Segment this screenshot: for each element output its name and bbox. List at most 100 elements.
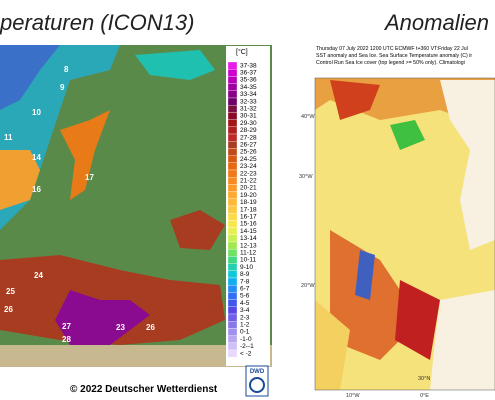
legend-swatch: [227, 263, 238, 271]
legend-swatch: [227, 148, 238, 156]
legend-label: < -2: [240, 350, 252, 357]
legend-swatch: [227, 119, 238, 127]
legend: 37-3836-3735-3634-3533-3432-3331-3230-31…: [227, 61, 257, 358]
legend-swatch: [227, 234, 238, 243]
legend-label: 2-3: [240, 314, 250, 321]
legend-label: 32-33: [240, 98, 257, 105]
right-title: Anomalien: [383, 10, 489, 35]
axis-label: 0°E: [420, 393, 429, 399]
map-label: 11: [4, 133, 13, 142]
legend-label: 13-14: [240, 235, 257, 242]
legend-swatch: [227, 349, 238, 358]
legend-label: -2--1: [240, 343, 254, 350]
map-label: 25: [6, 287, 15, 296]
legend-label: 5-6: [240, 293, 250, 300]
legend-swatch: [227, 249, 238, 257]
legend-swatch: [227, 270, 238, 279]
legend-swatch: [227, 256, 238, 264]
map-label: 27: [62, 322, 71, 331]
map-label: 16: [32, 185, 41, 194]
legend-label: 18-19: [240, 199, 257, 206]
legend-swatch: [227, 227, 238, 235]
legend-label: 19-20: [240, 192, 257, 199]
legend-swatch: [227, 76, 238, 84]
legend-label: 29-30: [240, 120, 257, 127]
legend-label: 33-34: [240, 91, 257, 98]
left-map: 6 8 9 10 11 14 16 17 24 25 26 27 28 23 2…: [0, 38, 272, 367]
legend-label: 30-31: [240, 113, 257, 120]
legend-swatch: [227, 112, 238, 120]
legend-label: 1-2: [240, 322, 250, 329]
legend-swatch: [227, 205, 238, 214]
legend-label: 26-27: [240, 142, 257, 149]
legend-swatch: [227, 169, 238, 178]
legend-swatch: [227, 342, 238, 351]
legend-label: -1-0: [240, 336, 252, 343]
legend-swatch: [227, 321, 238, 329]
legend-swatch: [227, 292, 238, 300]
legend-swatch: [227, 306, 238, 315]
legend-swatch: [227, 198, 238, 207]
legend-swatch: [227, 328, 238, 336]
legend-label: 24-25: [240, 156, 257, 163]
legend-swatch: [227, 97, 238, 106]
legend-swatch: [227, 141, 238, 149]
logo-text: DWD: [250, 369, 265, 375]
legend-label: 11-12: [240, 250, 257, 257]
right-map: Thursday 07 July 2022 1200 UTC ECMWF t+3…: [299, 45, 495, 400]
legend-swatch: [227, 133, 238, 142]
legend-label: 3-4: [240, 307, 250, 314]
map-label: 9: [60, 83, 65, 92]
legend-label: 23-24: [240, 163, 257, 170]
legend-swatch: [227, 313, 238, 322]
legend-label: 35-36: [240, 77, 257, 84]
legend-label: 22-23: [240, 170, 257, 177]
legend-label: 20-21: [240, 185, 257, 192]
header-line: SST anomaly and Sea Ice. Sea Surface Tem…: [316, 53, 472, 59]
map-label: 24: [34, 271, 43, 280]
legend-label: 16-17: [240, 214, 257, 221]
legend-label: 15-16: [240, 221, 257, 228]
legend-label: 9-10: [240, 264, 253, 271]
logo: DWD: [245, 365, 269, 397]
legend-swatch: [227, 191, 238, 199]
legend-label: 28-29: [240, 127, 257, 134]
legend-swatch: [227, 241, 238, 250]
map-labels: 6 8 9 10 11 14 16 17 24 25 26 27 28 23 2…: [4, 38, 155, 344]
legend-swatch: [227, 220, 238, 228]
legend-swatch: [227, 83, 238, 91]
header-line: Thursday 07 July 2022 1200 UTC ECMWF t+3…: [316, 46, 468, 52]
axis-label: 40°W: [301, 114, 315, 120]
legend-label: 8-9: [240, 271, 250, 278]
legend-label: 27-28: [240, 134, 257, 141]
map-label: 17: [85, 173, 94, 182]
left-title: peraturen (ICON13): [0, 10, 194, 35]
legend-swatch: [227, 277, 238, 286]
legend-swatch: [227, 335, 238, 343]
map-label: 23: [116, 323, 125, 332]
map-label: 8: [64, 65, 69, 74]
legend-label: 12-13: [240, 242, 257, 249]
map-label: 28: [62, 335, 71, 344]
axis-label: 10°W: [346, 393, 360, 399]
header-line: Control Run Sea Ice cover (top legend >=…: [316, 60, 465, 66]
legend-label: 36-37: [240, 70, 257, 77]
map-label: 10: [32, 108, 41, 117]
map-label: 14: [32, 153, 41, 162]
legend-label: 6-7: [240, 286, 250, 293]
legend-label: 17-18: [240, 206, 257, 213]
map-label: 26: [146, 323, 155, 332]
legend-swatch: [227, 299, 238, 307]
axis-label: 30°N: [418, 376, 430, 382]
legend-swatch: [227, 162, 238, 171]
legend-label: 0-1: [240, 329, 250, 336]
legend-label: 4-5: [240, 300, 250, 307]
credit: © 2022 Deutscher Wetterdienst: [70, 384, 218, 395]
legend-swatch: [227, 105, 238, 113]
legend-swatch: [227, 69, 238, 77]
axis-label: 30°W: [299, 174, 313, 180]
legend-label: 10-11: [240, 257, 257, 264]
map-label: 26: [4, 305, 13, 314]
legend-swatch: [227, 126, 238, 135]
